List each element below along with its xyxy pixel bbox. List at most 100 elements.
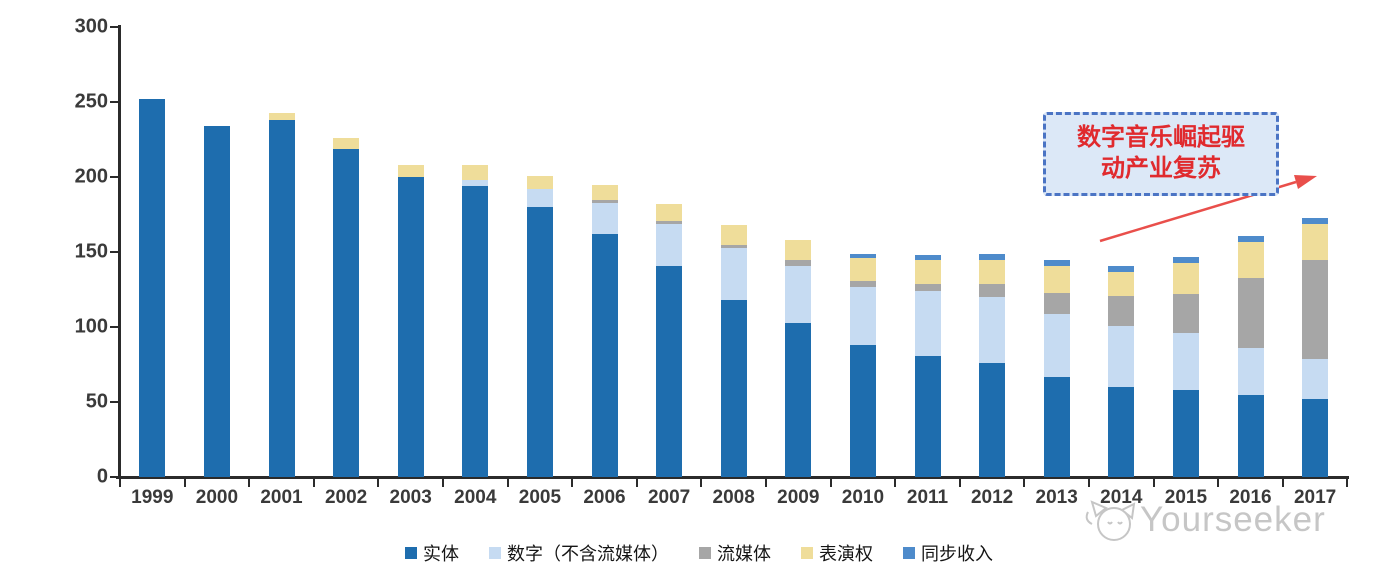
bar-segment-表演权 (656, 204, 683, 221)
x-axis-line (116, 476, 1349, 479)
annotation-text-line2: 动产业复苏 (1101, 156, 1221, 182)
bar-segment-数字（不含流媒体） (720, 247, 747, 300)
bar-segment-表演权 (1108, 271, 1135, 296)
bar-segment-表演权 (333, 138, 360, 149)
legend-label: 实体 (423, 544, 459, 564)
x-axis-tick-label: 2016 (1229, 487, 1272, 508)
bar-segment-实体 (139, 99, 166, 477)
bar-segment-同步收入 (1237, 235, 1264, 242)
y-axis-tick (110, 476, 119, 478)
bar-segment-同步收入 (1172, 256, 1199, 263)
bar-segment-流媒体 (1172, 294, 1199, 333)
cat-logo-icon (1085, 500, 1136, 541)
legend-label: 流媒体 (717, 544, 771, 564)
y-axis-tick-label: 200 (74, 165, 108, 188)
x-axis-tick-label: 2009 (777, 487, 820, 508)
y-axis-tick (110, 101, 119, 103)
y-axis-tick-label: 100 (74, 315, 108, 338)
bar-segment-流媒体 (1302, 259, 1329, 359)
bar-segment-实体 (397, 177, 424, 477)
x-axis-tick-label: 2012 (970, 487, 1014, 508)
bar-segment-数字（不含流媒体） (785, 265, 812, 323)
x-axis-tick-label: 2011 (906, 487, 949, 508)
x-axis-tick (183, 479, 186, 487)
bar-segment-实体 (333, 148, 360, 477)
x-axis-tick (1281, 479, 1284, 487)
x-axis-tick (958, 479, 961, 487)
bar-segment-数字（不含流媒体） (979, 297, 1006, 363)
x-axis-tick-label: 2015 (1164, 487, 1208, 508)
legend-item: 数字（不含流媒体） (489, 540, 669, 566)
x-axis-tick (571, 479, 574, 487)
x-axis-tick (1217, 479, 1220, 487)
bar-segment-表演权 (1043, 265, 1070, 293)
x-axis-tick-label: 2013 (1035, 487, 1078, 508)
bar-segment-流媒体 (720, 244, 747, 248)
x-axis-tick (1023, 479, 1026, 487)
bar-segment-同步收入 (914, 255, 941, 260)
x-axis-tick (119, 479, 121, 487)
bar-segment-同步收入 (979, 253, 1006, 260)
x-axis-tick-label: 2014 (1100, 487, 1143, 508)
legend-swatch-icon (405, 547, 417, 559)
legend-label: 表演权 (819, 544, 873, 564)
y-axis-tick-label: 0 (96, 465, 108, 488)
bar-segment-数字（不含流媒体） (1172, 333, 1199, 390)
x-axis-tick-label: 2008 (712, 487, 755, 508)
x-axis-tick (506, 479, 509, 487)
bar-segment-流媒体 (1108, 295, 1135, 326)
bar-segment-数字（不含流媒体） (526, 189, 553, 207)
bar-segment-实体 (462, 186, 489, 477)
bar-segment-表演权 (591, 184, 618, 200)
legend-item: 实体 (405, 540, 459, 566)
bar-segment-流媒体 (849, 280, 876, 287)
bar-segment-实体 (591, 234, 618, 477)
bar-segment-数字（不含流媒体） (656, 223, 683, 266)
x-axis-tick-label: 2007 (647, 487, 691, 508)
legend-swatch-icon (903, 547, 915, 559)
y-axis-tick-label: 250 (74, 90, 108, 113)
bar-segment-数字（不含流媒体） (1043, 313, 1070, 377)
x-axis-tick (1152, 479, 1155, 487)
bar-segment-表演权 (849, 258, 876, 281)
y-axis-line (118, 25, 121, 479)
bar-segment-流媒体 (785, 259, 812, 266)
bar-segment-流媒体 (591, 199, 618, 203)
legend-item: 流媒体 (699, 540, 771, 566)
bar-segment-表演权 (462, 165, 489, 180)
bar-segment-实体 (656, 265, 683, 477)
x-axis-tick-label: 2017 (1293, 487, 1337, 508)
annotation-text-line1: 数字音乐崛起驱 (1077, 124, 1245, 151)
bar-segment-实体 (526, 207, 553, 477)
bar-segment-实体 (1172, 390, 1199, 477)
watermark-text: Yourseeker (1140, 500, 1326, 539)
bar-segment-同步收入 (1302, 217, 1329, 224)
bar-segment-数字（不含流媒体） (1108, 325, 1135, 387)
bar-segment-实体 (203, 126, 230, 477)
x-axis-tick-label: 1999 (131, 487, 174, 508)
bar-segment-表演权 (720, 225, 747, 245)
bar-segment-数字（不含流媒体） (1302, 358, 1329, 399)
bar-segment-同步收入 (1043, 259, 1070, 266)
x-axis-tick (442, 479, 444, 487)
bar-segment-实体 (914, 355, 941, 477)
bar-segment-流媒体 (979, 283, 1006, 297)
x-axis-tick-label: 2002 (324, 487, 368, 508)
bar-segment-同步收入 (1108, 265, 1135, 272)
x-axis-tick (635, 479, 638, 487)
watermark: Yourseeker (1082, 494, 1326, 546)
x-axis-tick (377, 479, 380, 487)
bar-segment-数字（不含流媒体） (1237, 348, 1264, 395)
annotation-callout: 数字音乐崛起驱 动产业复苏 (1043, 112, 1279, 196)
bar-segment-实体 (1108, 387, 1135, 477)
bar-segment-表演权 (979, 259, 1006, 284)
legend-swatch-icon (489, 547, 501, 559)
x-axis-tick (765, 479, 767, 487)
x-axis-tick-label: 2001 (260, 487, 303, 508)
bar-segment-同步收入 (849, 253, 876, 258)
x-axis-tick-label: 2003 (389, 487, 432, 508)
x-axis-tick (248, 479, 251, 487)
x-axis-tick (700, 479, 703, 487)
bar-segment-表演权 (1302, 223, 1329, 260)
